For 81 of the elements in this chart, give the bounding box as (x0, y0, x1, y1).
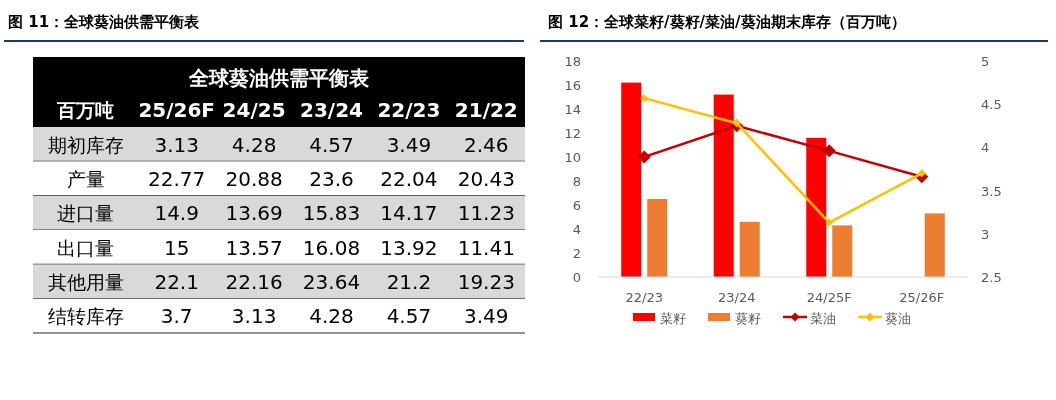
data-label: 20.88 (225, 167, 283, 192)
data-label: 22.77 (148, 167, 206, 192)
data-label: 14.17 (380, 201, 438, 226)
data-label: 4.57 (309, 132, 354, 157)
x-tick-label: 25/26F (899, 290, 945, 305)
y2-tick-label: 3 (981, 226, 990, 242)
data-label: 20.43 (457, 167, 515, 192)
data-label: 14.9 (154, 201, 199, 226)
y-tick-label: 10 (564, 150, 581, 165)
data-label: 3.49 (386, 132, 432, 157)
y-axis-title: 百万吨 (56, 99, 114, 121)
y-tick-label: 16 (564, 78, 581, 93)
y2-tick-label: 4 (981, 140, 990, 156)
bar (621, 82, 642, 277)
data-label: 22.1 (154, 270, 199, 295)
data-label: 15 (163, 235, 190, 260)
y-tick-label: 4 (572, 222, 581, 237)
y2-tick-label: 3.5 (981, 183, 1002, 199)
x-tick-label: 22/23 (625, 290, 663, 305)
x-tick-label: 24/25 (222, 98, 286, 122)
x-tick-label: 22/23 (377, 98, 441, 122)
data-label: 15.83 (302, 201, 361, 226)
point (637, 150, 651, 164)
bar (924, 213, 945, 277)
data-label: 4.28 (309, 304, 354, 329)
y-tick-label: 产量 (66, 168, 105, 191)
data-label: 3.49 (464, 304, 509, 329)
data-label: 23.64 (302, 270, 361, 295)
data-label: 22.16 (225, 270, 283, 295)
data-label: 11.23 (457, 201, 515, 226)
bar (806, 137, 827, 277)
data-label: 13.69 (225, 201, 283, 226)
x-tick-label: 24/25F (806, 290, 852, 305)
data-label: 4.57 (386, 304, 432, 329)
data-label: 3.13 (154, 132, 199, 157)
point (825, 218, 834, 227)
y-tick-label: 进口量 (57, 202, 114, 225)
data-label: 21.2 (386, 270, 432, 295)
legend-label: 葵油 (885, 311, 911, 326)
bar (647, 199, 668, 277)
y-tick-label: 其他用量 (47, 271, 124, 294)
data-label: 13.92 (380, 235, 438, 260)
data-label: 16.08 (302, 235, 361, 260)
data-label: 23.6 (309, 167, 354, 192)
bar (832, 225, 853, 277)
data-label: 13.57 (225, 235, 283, 260)
y-tick-label: 2 (572, 246, 581, 261)
chart-subtitle: 全球葵油供需平衡表 (188, 66, 369, 90)
legend-label: 葵籽 (735, 311, 761, 326)
data-label: 2.46 (464, 132, 509, 157)
bar (739, 221, 760, 277)
data-label: 3.7 (160, 304, 193, 329)
point (640, 94, 649, 103)
y-tick-label: 0 (572, 270, 581, 285)
data-label: 22.04 (380, 167, 438, 192)
y-tick-label: 期初库存 (47, 133, 124, 156)
y-tick-label: 18 (564, 54, 581, 69)
y-tick-label: 出口量 (57, 236, 114, 259)
y-tick-label: 6 (572, 198, 581, 213)
x-tick-label: 21/22 (454, 98, 518, 122)
x-tick-label: 23/24 (300, 98, 363, 122)
x-tick-label: 23/24 (718, 290, 756, 305)
data-label: 4.28 (231, 132, 277, 157)
y2-tick-label: 2.5 (981, 270, 1002, 285)
y-tick-label: 结转库存 (47, 305, 124, 328)
chart-title: 图 12：全球菜籽/葵籽/菜油/葵油期末库存（百万吨） (548, 13, 906, 31)
y2-tick-label: 5 (981, 54, 990, 69)
point (917, 169, 926, 178)
bar (713, 94, 734, 277)
y-tick-label: 14 (564, 102, 581, 117)
legend-label: 菜油 (810, 311, 836, 326)
legend-label: 菜籽 (660, 311, 686, 326)
x-tick-label: 25/26F (138, 98, 216, 122)
data-label: 3.13 (231, 304, 277, 329)
data-label: 11.41 (457, 235, 515, 260)
chart-title: 图 11：全球葵油供需平衡表 (8, 13, 201, 31)
y-tick-label: 8 (572, 174, 581, 189)
y2-tick-label: 4.5 (981, 97, 1002, 113)
point (822, 144, 836, 158)
data-label: 19.23 (457, 270, 515, 295)
y-tick-label: 12 (564, 126, 581, 141)
